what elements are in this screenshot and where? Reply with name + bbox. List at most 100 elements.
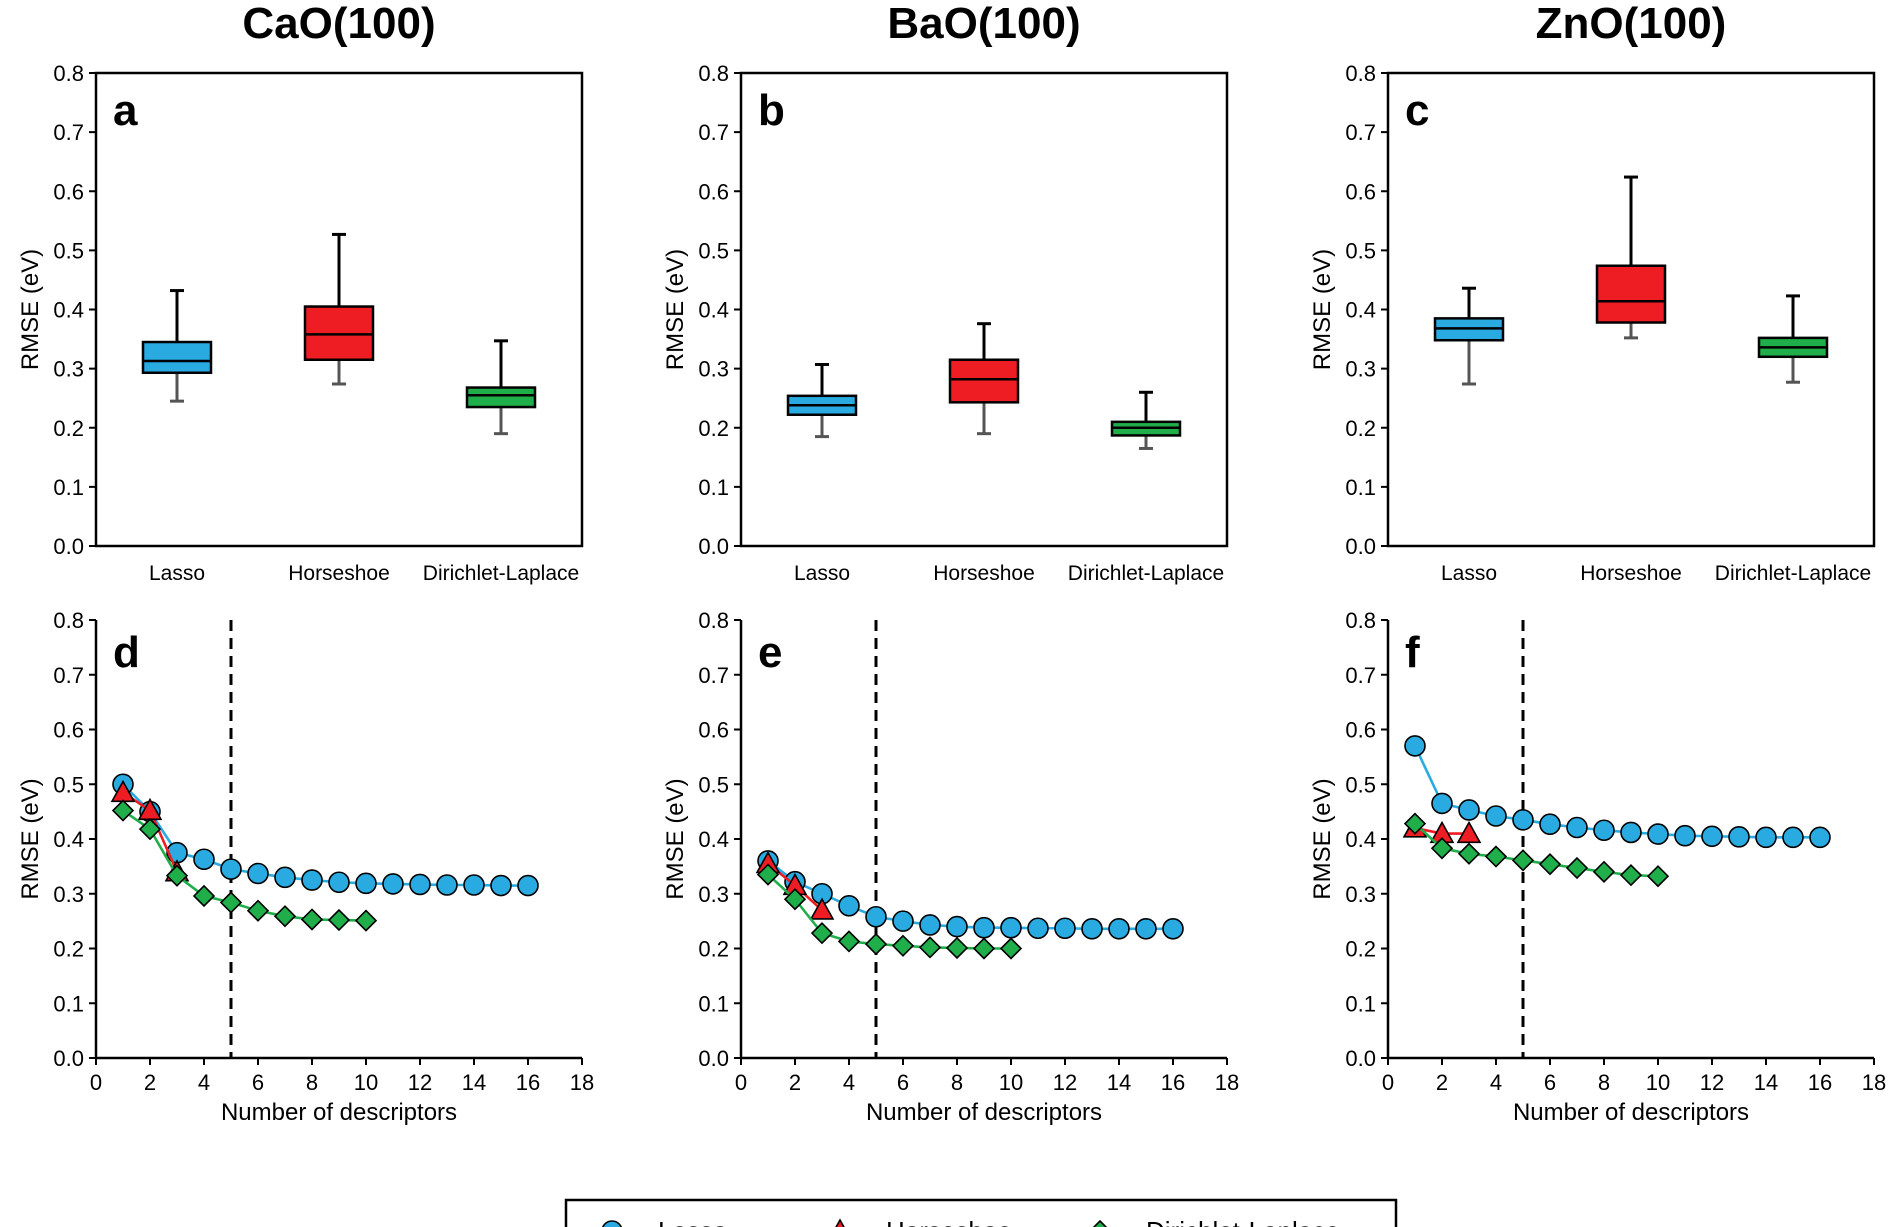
data-point xyxy=(1162,917,1184,940)
legend-label: Horseshoe xyxy=(886,1216,1012,1227)
data-point xyxy=(756,863,780,886)
data-point xyxy=(1484,845,1508,868)
y-tick-label: 0.3 xyxy=(1345,882,1376,907)
y-tick-label: 0.0 xyxy=(1345,1046,1376,1071)
x-axis-label: Number of descriptors xyxy=(1513,1099,1749,1126)
data-point xyxy=(1456,820,1482,844)
lineplot-panel-d: 0.0 0.1 0.2 0.3 0.4 0.5 0.6 0.7 0.8 RMSE (eV) 0 2 4 6… xyxy=(17,608,594,1126)
y-tick-label: 0.2 xyxy=(1345,416,1376,441)
data-point xyxy=(919,914,941,936)
legend-label: Dirichlet-Laplace xyxy=(1146,1216,1340,1227)
box-lasso xyxy=(141,289,213,403)
box-dirichlet xyxy=(1110,390,1182,450)
x-tick-label: 2 xyxy=(1436,1070,1448,1095)
y-axis-label: RMSE (eV) xyxy=(17,778,44,899)
y-tick-label: 0.7 xyxy=(1345,120,1376,145)
y-tick-label: 0.6 xyxy=(698,179,729,204)
data-point xyxy=(1674,824,1696,847)
data-point xyxy=(327,908,351,932)
data-point xyxy=(810,922,834,945)
panel-letter: a xyxy=(113,86,138,135)
box-horseshoe xyxy=(303,232,375,386)
y-axis-label: RMSE (eV) xyxy=(1309,249,1336,370)
data-point xyxy=(1081,917,1103,940)
legend-marker xyxy=(601,1220,623,1227)
series-dirichlet xyxy=(111,799,378,932)
data-point xyxy=(1809,826,1831,849)
x-tick-label: 18 xyxy=(1215,1070,1239,1095)
data-point xyxy=(192,884,216,908)
data-point xyxy=(490,874,512,897)
y-axis-label: RMSE (eV) xyxy=(662,249,689,370)
box-iqr xyxy=(1595,264,1667,324)
y-tick-label: 0.0 xyxy=(698,534,729,559)
data-point xyxy=(945,936,969,960)
data-point xyxy=(1108,917,1130,940)
y-tick-label: 0.3 xyxy=(698,357,729,382)
y-tick-label: 0.2 xyxy=(698,416,729,441)
y-tick-label: 0.0 xyxy=(53,534,84,559)
category-label: Horseshoe xyxy=(288,562,390,585)
data-point xyxy=(864,932,888,956)
y-tick-label: 0.4 xyxy=(698,827,729,852)
y-tick-label: 0.6 xyxy=(1345,718,1376,743)
series-line xyxy=(122,783,528,887)
y-tick-label: 0.7 xyxy=(698,663,729,688)
x-tick-label: 12 xyxy=(1053,1070,1077,1095)
box-lasso xyxy=(786,362,858,439)
category-label: Horseshoe xyxy=(1580,562,1682,585)
data-point xyxy=(355,872,377,895)
x-axis-label: Number of descriptors xyxy=(221,1099,457,1126)
box-iqr xyxy=(465,386,537,409)
y-tick-label: 0.1 xyxy=(53,475,84,500)
data-point xyxy=(247,862,269,885)
data-point xyxy=(809,897,835,920)
x-tick-label: 18 xyxy=(1862,1070,1886,1095)
boxplot-panel-a: CaO(100) 0.0 0.1 0.2 0.3 0.4 0.5 0.6 0.7 0.8 RMSE … xyxy=(17,0,584,585)
data-point xyxy=(1511,849,1535,872)
x-tick-label: 6 xyxy=(1544,1070,1556,1095)
panel-letter: c xyxy=(1405,86,1429,135)
x-tick-label: 14 xyxy=(1754,1070,1778,1095)
data-point xyxy=(973,916,995,939)
y-axis-label: RMSE (eV) xyxy=(662,778,689,899)
y-tick-label: 0.2 xyxy=(698,937,729,962)
data-point xyxy=(865,905,887,928)
y-tick-label: 0.4 xyxy=(53,827,84,852)
y-tick-label: 0.5 xyxy=(53,772,84,797)
x-tick-label: 2 xyxy=(789,1070,801,1095)
x-tick-label: 6 xyxy=(897,1070,909,1095)
x-tick-label: 14 xyxy=(1107,1070,1131,1095)
y-tick-label: 0.2 xyxy=(53,416,84,441)
data-point xyxy=(1431,792,1453,815)
y-tick-label: 0.3 xyxy=(698,882,729,907)
data-point xyxy=(999,937,1023,960)
y-axis-label: RMSE (eV) xyxy=(1309,778,1336,899)
y-tick-label: 0.5 xyxy=(698,238,729,263)
boxplot-panel-c: ZnO(100) 0.0 0.1 0.2 0.3 0.4 0.5 0.6 0.7 0.8 RMSE … xyxy=(1309,0,1876,585)
boxplot-panel-b: BaO(100) 0.0 0.1 0.2 0.3 0.4 0.5 0.6 0.7 0.8 RMSE … xyxy=(662,0,1229,585)
panel-letter: f xyxy=(1405,628,1420,677)
data-point xyxy=(892,910,914,932)
y-tick-label: 0.5 xyxy=(698,772,729,797)
y-tick-label: 0.6 xyxy=(53,718,84,743)
data-point xyxy=(1701,825,1723,848)
x-tick-label: 4 xyxy=(843,1070,855,1095)
data-point xyxy=(409,873,431,896)
y-tick-label: 0.0 xyxy=(53,1046,84,1071)
series-lasso xyxy=(112,773,539,897)
legend-item-dirichlet: Dirichlet-Laplace xyxy=(1092,1216,1340,1227)
data-point xyxy=(1538,853,1562,876)
data-point xyxy=(1054,917,1076,940)
legend-item-lasso: Lasso xyxy=(601,1216,727,1227)
data-point xyxy=(1647,823,1669,845)
y-tick-label: 0.8 xyxy=(698,61,729,86)
series-horseshoe xyxy=(755,850,835,920)
y-tick-label: 0.3 xyxy=(1345,357,1376,382)
series-dirichlet xyxy=(756,863,1023,960)
box-lasso xyxy=(1433,286,1505,386)
x-axis-label: Number of descriptors xyxy=(866,1099,1102,1126)
data-point xyxy=(274,866,296,889)
data-point xyxy=(1728,826,1750,848)
